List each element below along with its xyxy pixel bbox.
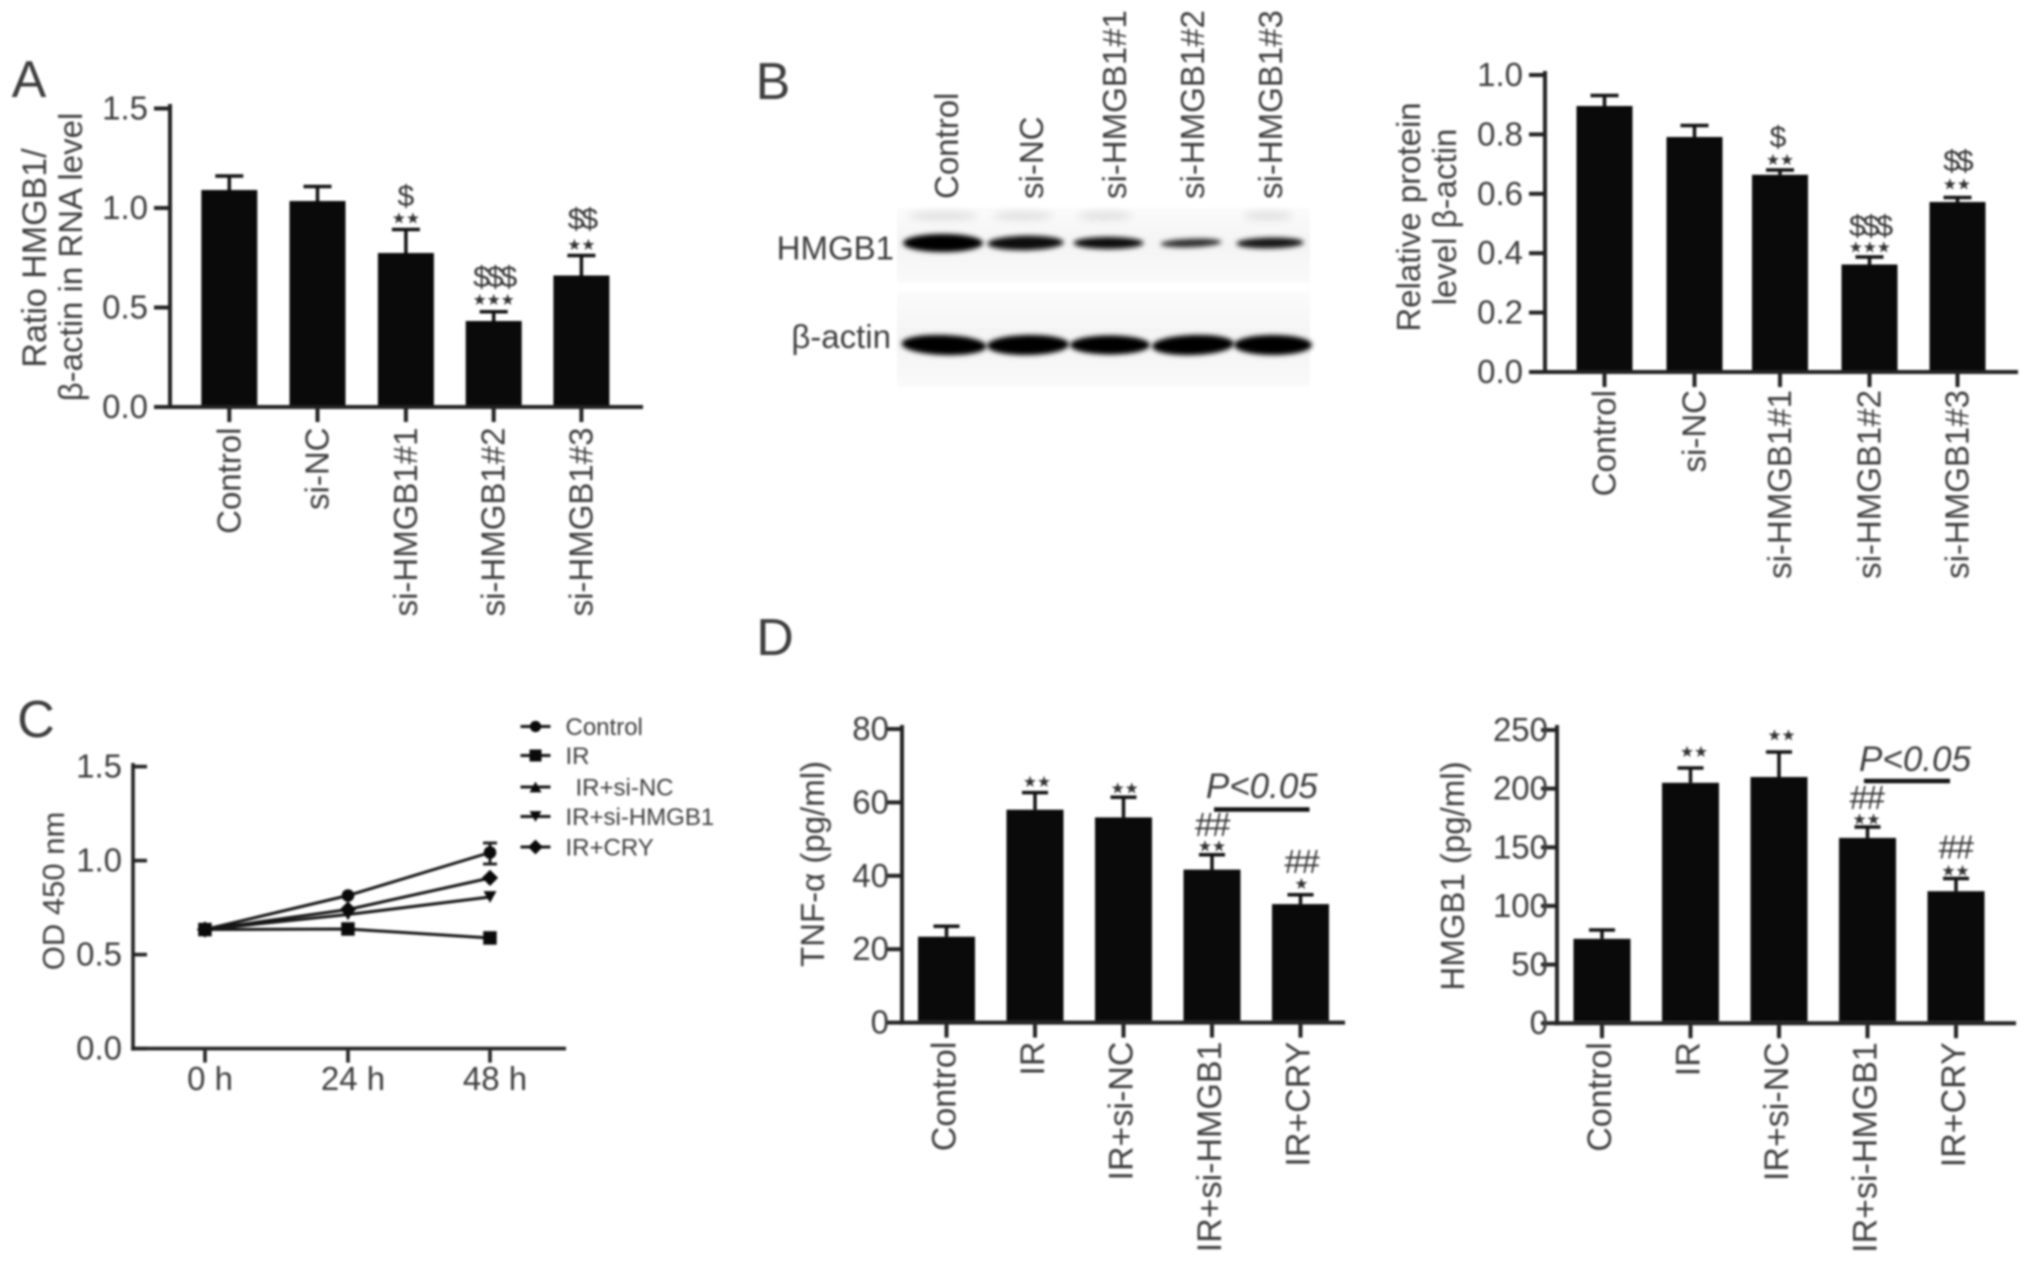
svg-text:0.4: 0.4 bbox=[1477, 234, 1523, 271]
svg-text:si-HMGB1#1: si-HMGB1#1 bbox=[1761, 390, 1798, 579]
svg-text:si-NC: si-NC bbox=[299, 428, 336, 510]
svg-text:Control: Control bbox=[566, 714, 643, 741]
svg-text:si-HMGB1#3: si-HMGB1#3 bbox=[1252, 10, 1289, 199]
svg-text:$: $ bbox=[398, 180, 415, 213]
svg-text:200: 200 bbox=[1493, 770, 1548, 807]
svg-text:1.0: 1.0 bbox=[76, 842, 122, 879]
svg-text:si-HMGB1#3: si-HMGB1#3 bbox=[562, 428, 599, 617]
svg-text:si-HMGB1#1: si-HMGB1#1 bbox=[387, 428, 424, 617]
svg-text:50: 50 bbox=[1511, 946, 1548, 983]
svg-text:IR+si-HMGB1: IR+si-HMGB1 bbox=[1191, 1042, 1229, 1253]
svg-text:IR: IR bbox=[1014, 1042, 1052, 1076]
svg-text:##: ## bbox=[1850, 779, 1886, 816]
svg-text:TNF-α (pg/ml): TNF-α (pg/ml) bbox=[794, 761, 831, 967]
svg-text:80: 80 bbox=[852, 710, 889, 747]
svg-text:$$: $$ bbox=[1943, 145, 1974, 178]
svg-text:Relative protein: Relative protein bbox=[1390, 102, 1427, 331]
svg-text:HMGB1: HMGB1 bbox=[777, 230, 894, 267]
svg-text:si-HMGB1#1: si-HMGB1#1 bbox=[1096, 10, 1133, 199]
svg-text:150: 150 bbox=[1493, 828, 1548, 865]
svg-text:IR+si-HMGB1: IR+si-HMGB1 bbox=[566, 804, 715, 831]
svg-text:0 h: 0 h bbox=[187, 1060, 233, 1097]
svg-text:$$$: $$$ bbox=[473, 261, 517, 294]
svg-text:si-HMGB1#3: si-HMGB1#3 bbox=[1939, 390, 1976, 579]
svg-text:si-NC: si-NC bbox=[1013, 117, 1050, 199]
svg-text:Control: Control bbox=[1581, 1042, 1619, 1152]
svg-text:1.5: 1.5 bbox=[76, 748, 122, 785]
svg-text:48 h: 48 h bbox=[463, 1060, 527, 1097]
svg-text:β-actin: β-actin bbox=[791, 318, 891, 355]
svg-text:Control: Control bbox=[926, 1042, 964, 1152]
svg-text:level β-actin: level β-actin bbox=[1426, 129, 1463, 306]
svg-text:##: ## bbox=[1285, 843, 1321, 880]
svg-text:0.0: 0.0 bbox=[1477, 353, 1523, 390]
svg-text:IR+CRY: IR+CRY bbox=[566, 835, 654, 862]
svg-text:250: 250 bbox=[1493, 711, 1548, 748]
svg-text:C: C bbox=[17, 691, 55, 749]
svg-text:Control: Control bbox=[928, 93, 965, 199]
svg-text:IR+si-NC: IR+si-NC bbox=[1758, 1042, 1796, 1181]
svg-text:0.6: 0.6 bbox=[1477, 175, 1523, 212]
svg-text:$: $ bbox=[1770, 121, 1787, 154]
svg-text:100: 100 bbox=[1493, 887, 1548, 924]
svg-text:0: 0 bbox=[1530, 1004, 1548, 1041]
svg-text:P<0.05: P<0.05 bbox=[1206, 767, 1318, 806]
svg-text:1.5: 1.5 bbox=[102, 90, 148, 127]
svg-text:60: 60 bbox=[852, 783, 889, 820]
svg-text:40: 40 bbox=[852, 857, 889, 894]
svg-text:IR: IR bbox=[566, 743, 590, 770]
svg-text:24 h: 24 h bbox=[321, 1060, 385, 1097]
svg-text:IR+si-NC: IR+si-NC bbox=[576, 775, 674, 802]
svg-text:si-HMGB1#2: si-HMGB1#2 bbox=[475, 428, 512, 617]
svg-text:$$: $$ bbox=[568, 203, 599, 236]
svg-text:si-NC: si-NC bbox=[1676, 390, 1713, 472]
svg-text:IR+CRY: IR+CRY bbox=[1935, 1042, 1973, 1167]
svg-text:0.2: 0.2 bbox=[1477, 294, 1523, 331]
svg-text:0.0: 0.0 bbox=[102, 388, 148, 425]
svg-text:HMGB1 (pg/ml): HMGB1 (pg/ml) bbox=[1434, 761, 1471, 990]
svg-text:1.0: 1.0 bbox=[102, 189, 148, 226]
svg-text:β-actin in RNA level: β-actin in RNA level bbox=[52, 113, 89, 402]
svg-text:0.5: 0.5 bbox=[102, 289, 148, 326]
svg-text:A: A bbox=[12, 51, 47, 109]
svg-text:IR+CRY: IR+CRY bbox=[1280, 1042, 1318, 1167]
svg-text:Control: Control bbox=[1586, 390, 1623, 496]
svg-text:si-HMGB1#2: si-HMGB1#2 bbox=[1851, 390, 1888, 579]
svg-text:B: B bbox=[756, 53, 791, 111]
svg-text:P<0.05: P<0.05 bbox=[1859, 740, 1971, 779]
svg-text:1.0: 1.0 bbox=[1477, 56, 1523, 93]
svg-text:si-HMGB1#2: si-HMGB1#2 bbox=[1174, 10, 1211, 199]
svg-text:IR+si-HMGB1: IR+si-HMGB1 bbox=[1847, 1042, 1885, 1253]
svg-text:20: 20 bbox=[852, 930, 889, 967]
svg-text:0.8: 0.8 bbox=[1477, 115, 1523, 152]
svg-text:##: ## bbox=[1939, 829, 1975, 866]
svg-text:Control: Control bbox=[210, 428, 247, 534]
svg-text:##: ## bbox=[1195, 806, 1231, 843]
svg-text:0.5: 0.5 bbox=[76, 936, 122, 973]
svg-text:IR: IR bbox=[1670, 1042, 1708, 1076]
svg-text:0.0: 0.0 bbox=[76, 1030, 122, 1067]
svg-text:D: D bbox=[756, 609, 794, 667]
svg-text:Ratio HMGB1/: Ratio HMGB1/ bbox=[16, 148, 54, 368]
svg-text:OD 450 nm: OD 450 nm bbox=[36, 812, 71, 971]
svg-text:$$$: $$$ bbox=[1849, 210, 1893, 243]
svg-text:IR+si-NC: IR+si-NC bbox=[1103, 1042, 1141, 1181]
svg-text:0: 0 bbox=[871, 1004, 889, 1041]
